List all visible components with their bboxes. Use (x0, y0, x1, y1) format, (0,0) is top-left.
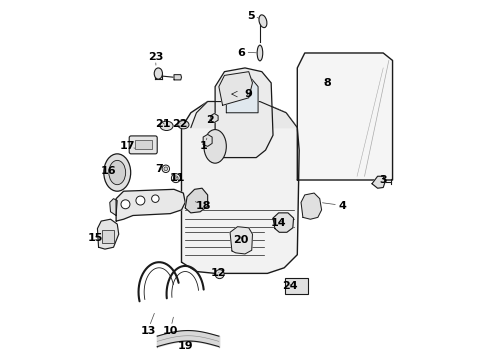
Polygon shape (174, 75, 181, 80)
Circle shape (162, 165, 170, 172)
Polygon shape (215, 68, 273, 158)
Circle shape (215, 270, 224, 279)
Text: 15: 15 (88, 233, 103, 243)
Text: 6: 6 (237, 48, 245, 58)
Bar (285, 278, 308, 294)
Text: 3: 3 (379, 175, 387, 185)
Text: 24: 24 (282, 282, 297, 292)
Circle shape (151, 195, 159, 202)
Text: 2: 2 (206, 115, 213, 125)
Polygon shape (116, 189, 185, 221)
Text: 1: 1 (200, 141, 208, 152)
Polygon shape (185, 188, 208, 213)
Polygon shape (372, 176, 385, 188)
Circle shape (136, 196, 145, 205)
Text: 11: 11 (170, 173, 186, 183)
Text: 4: 4 (338, 201, 346, 211)
Ellipse shape (109, 161, 125, 185)
Text: 20: 20 (234, 235, 249, 245)
Text: 16: 16 (101, 166, 117, 176)
Ellipse shape (204, 130, 226, 163)
Text: 13: 13 (140, 326, 155, 336)
Polygon shape (181, 102, 299, 273)
Polygon shape (110, 199, 117, 216)
Text: 14: 14 (271, 218, 287, 228)
Circle shape (172, 174, 180, 183)
Polygon shape (301, 193, 321, 219)
FancyBboxPatch shape (129, 136, 157, 154)
Text: 19: 19 (177, 341, 193, 351)
Bar (135, 140, 151, 149)
Text: 10: 10 (163, 326, 178, 336)
Polygon shape (191, 102, 297, 128)
Text: 9: 9 (245, 89, 253, 99)
Text: 17: 17 (120, 141, 135, 152)
Text: 18: 18 (196, 201, 212, 211)
Polygon shape (297, 53, 392, 180)
Circle shape (121, 200, 130, 209)
Text: 8: 8 (323, 78, 331, 88)
Polygon shape (230, 227, 252, 254)
Ellipse shape (154, 68, 163, 79)
Circle shape (164, 167, 168, 171)
Circle shape (173, 176, 178, 180)
Ellipse shape (259, 15, 267, 28)
Text: 7: 7 (155, 164, 163, 174)
Polygon shape (211, 113, 218, 122)
Polygon shape (226, 75, 258, 113)
Text: 22: 22 (172, 119, 187, 129)
Ellipse shape (178, 121, 189, 129)
Polygon shape (273, 213, 294, 232)
Polygon shape (98, 219, 119, 249)
Ellipse shape (160, 121, 173, 131)
Text: 12: 12 (211, 269, 226, 278)
Ellipse shape (257, 45, 263, 61)
Bar (102, 230, 114, 243)
Ellipse shape (104, 154, 131, 191)
Text: 21: 21 (155, 119, 171, 129)
Text: 23: 23 (147, 52, 163, 62)
Polygon shape (203, 134, 212, 147)
Polygon shape (219, 72, 252, 105)
Text: 5: 5 (247, 11, 254, 21)
